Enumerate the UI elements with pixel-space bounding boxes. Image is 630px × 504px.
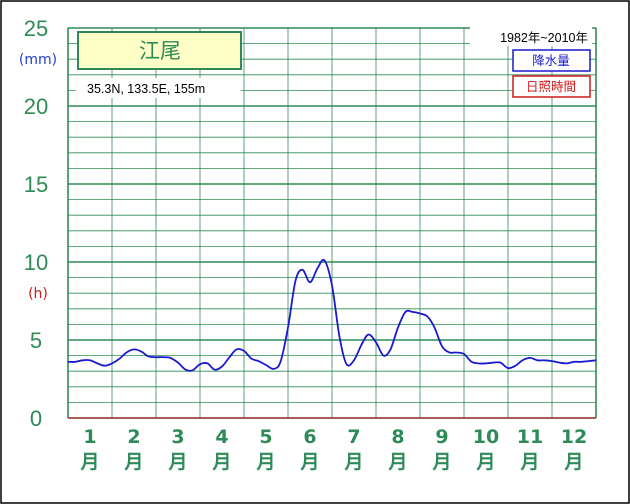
legend-precipitation-label: 降水量 [532, 54, 570, 68]
location-label-bg [76, 78, 241, 98]
x-tick-label: 11 [517, 426, 543, 448]
x-tick-unit: 月 [343, 451, 363, 473]
x-tick-unit: 月 [563, 451, 583, 473]
station-name: 江尾 [139, 39, 181, 63]
legend-sunshine [512, 75, 591, 98]
y-tick-label: 20 [24, 94, 48, 119]
x-tick-label: 1 [83, 426, 96, 448]
series-line-precipitation [67, 258, 597, 372]
location-label: 35.3N, 133.5E, 155m [87, 82, 205, 96]
x-tick-unit: 月 [431, 451, 451, 473]
y-tick-label: 0 [30, 406, 42, 431]
x-tick-label: 5 [259, 426, 272, 448]
x-tick-unit: 月 [211, 451, 231, 473]
x-tick-unit: 月 [79, 451, 99, 473]
x-axis-ticks: 1 月 2 月 3 月 4 月 5 月 6 月 7 月 8 月 9 月 10 月 11 月 12 月 [79, 426, 587, 473]
y-tick-label: 5 [30, 328, 42, 353]
y-tick-label: 15 [24, 172, 48, 197]
y-axis-ticks: 0 5 10 15 20 25 [24, 16, 48, 431]
legend-precipitation [512, 49, 591, 72]
x-tick-label: 9 [435, 426, 448, 448]
x-tick-label: 2 [127, 426, 140, 448]
x-tick-label: 4 [215, 426, 228, 448]
x-tick-unit: 月 [167, 451, 187, 473]
y-tick-label: 25 [24, 16, 48, 41]
x-tick-unit: 月 [123, 451, 143, 473]
y-unit-right: (h) [28, 286, 48, 302]
x-tick-label: 6 [303, 426, 316, 448]
period-label-bg [470, 27, 592, 46]
x-tick-unit: 月 [299, 451, 319, 473]
x-tick-label: 8 [391, 426, 404, 448]
legend-sunshine-label: 日照時間 [526, 80, 576, 94]
x-tick-label: 7 [347, 426, 360, 448]
station-name-box [77, 31, 242, 70]
x-tick-unit: 月 [475, 451, 495, 473]
series [67, 258, 597, 372]
x-tick-label: 10 [473, 426, 499, 448]
x-tick-unit: 月 [255, 451, 275, 473]
grid [67, 27, 597, 419]
x-tick-label: 3 [171, 426, 184, 448]
x-tick-unit: 月 [519, 451, 539, 473]
x-tick-unit: 月 [387, 451, 407, 473]
period-label: 1982年~2010年 [500, 31, 588, 45]
x-tick-label: 12 [561, 426, 587, 448]
y-tick-label: 10 [24, 250, 48, 275]
y-unit-left: (mm) [19, 52, 57, 68]
